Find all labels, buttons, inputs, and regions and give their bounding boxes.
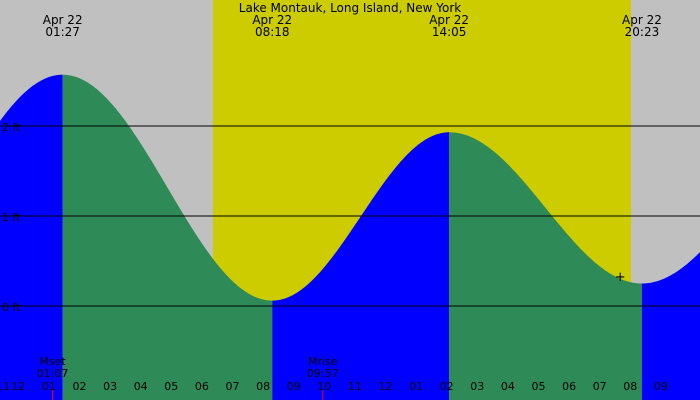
rising-tide-area	[641, 252, 700, 400]
extremum-time-label: 20:23	[625, 25, 660, 39]
chart-title: Lake Montauk, Long Island, New York	[239, 1, 461, 15]
extremum-time-label: 01:27	[45, 25, 80, 39]
moon-event-time: 09:57	[307, 367, 339, 380]
hour-tick-label: 04	[501, 380, 515, 393]
extremum-date-label: Apr 22	[429, 13, 469, 27]
hour-tick-label: 03	[470, 380, 484, 393]
hour-tick-label: 04	[134, 380, 148, 393]
extremum-date-label: Apr 22	[252, 13, 292, 27]
moon-event-name: Mrise	[308, 355, 338, 368]
hour-tick-label: 11	[0, 380, 10, 393]
hour-tick-label: 09	[654, 380, 668, 393]
hour-tick-label: 09	[287, 380, 301, 393]
hour-tick-label: 12	[379, 380, 393, 393]
moon-event-time: 01:07	[37, 367, 69, 380]
hour-tick-label: 06	[562, 380, 576, 393]
hour-tick-label: 08	[623, 380, 637, 393]
tide-area-layer	[0, 74, 700, 400]
hour-tick-label: 11	[348, 380, 362, 393]
hour-tick-label: 10	[317, 380, 331, 393]
hour-tick-label: 12	[11, 380, 25, 393]
hour-tick-label: 03	[103, 380, 117, 393]
extremum-time-label: 14:05	[432, 25, 467, 39]
hour-tick-label: 08	[256, 380, 270, 393]
gridline-layer	[0, 125, 700, 307]
hour-tick-label: 07	[226, 380, 240, 393]
rising-tide-area	[272, 132, 450, 400]
hour-tick-label: 02	[440, 380, 454, 393]
extremum-date-label: Apr 22	[622, 13, 662, 27]
hour-tick-label: 05	[164, 380, 178, 393]
moon-event-name: Mset	[39, 355, 66, 368]
hour-tick-label: 02	[73, 380, 87, 393]
y-tick-label: 0 ft	[2, 301, 21, 314]
y-tick-label: 2 ft	[2, 121, 21, 134]
hour-tick-label: 01	[42, 380, 56, 393]
hour-tick-label: 01	[409, 380, 423, 393]
extremum-date-label: Apr 22	[43, 13, 83, 27]
hour-tick-label: 07	[593, 380, 607, 393]
extremum-time-label: 08:18	[255, 25, 290, 39]
plus-marker: +	[615, 270, 626, 285]
hour-tick-label: 06	[195, 380, 209, 393]
falling-tide-area	[449, 132, 642, 400]
y-tick-label: 1 ft	[2, 211, 21, 224]
rising-tide-area	[0, 74, 63, 400]
hour-tick-label: 05	[532, 380, 546, 393]
falling-tide-area	[62, 74, 273, 400]
